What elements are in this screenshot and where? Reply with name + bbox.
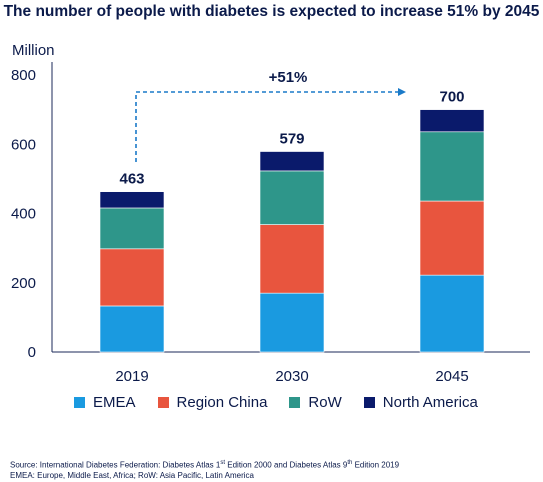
total-label: 463 xyxy=(119,171,144,188)
y-tick-label: 400 xyxy=(11,206,36,223)
growth-arrow-head xyxy=(398,88,406,96)
source-line-2: EMEA: Europe, Middle East, Africa; RoW: … xyxy=(10,471,254,481)
bar-segment-emea-2045 xyxy=(419,274,485,353)
y-tick-label: 800 xyxy=(11,67,36,84)
bar-segment-row-2030 xyxy=(259,170,325,225)
total-label: 579 xyxy=(279,131,304,148)
legend-label: EMEA xyxy=(93,394,136,411)
source-note: Source: International Diabetes Federatio… xyxy=(10,458,399,482)
source-text-c: Edition 2019 xyxy=(352,460,400,470)
source-sup-1: st xyxy=(220,460,226,466)
x-tick-label: 2030 xyxy=(275,368,308,385)
legend-swatch xyxy=(157,397,169,408)
legend-swatch xyxy=(74,397,85,408)
legend: EMEA Region China RoW North America xyxy=(74,394,478,411)
growth-annotation: +51% xyxy=(269,69,308,86)
bar-segment-north-america-2030 xyxy=(259,151,325,172)
x-tick-label: 2045 xyxy=(435,368,468,385)
x-tick-label: 2019 xyxy=(115,368,148,385)
legend-item-region-china: Region China xyxy=(157,394,268,411)
y-tick-label: 200 xyxy=(11,275,36,292)
legend-item-row: RoW xyxy=(289,394,342,411)
chart-title: The number of people with diabetes is ex… xyxy=(3,3,540,20)
legend-label: Region China xyxy=(176,394,268,411)
source-text-a: Source: International Diabetes Federatio… xyxy=(10,460,221,470)
bar-segment-emea-2019 xyxy=(99,305,165,353)
y-tick-label: 600 xyxy=(11,136,36,153)
y-tick-label: 0 xyxy=(28,344,36,361)
bar-segment-north-america-2019 xyxy=(99,191,165,209)
legend-swatch xyxy=(363,397,375,408)
growth-arrow-line xyxy=(135,91,400,162)
bar-segment-row-2045 xyxy=(419,131,485,202)
bar-segment-region-china-2030 xyxy=(259,224,325,294)
source-sup-2: th xyxy=(347,460,353,466)
bar-segment-north-america-2045 xyxy=(419,109,485,133)
bar-segment-region-china-2019 xyxy=(99,248,165,307)
legend-label: North America xyxy=(382,394,478,411)
legend-label: RoW xyxy=(308,394,342,411)
source-line-1: Source: International Diabetes Federatio… xyxy=(10,458,399,471)
y-axis-unit-label: Million xyxy=(12,42,55,59)
bar-segment-row-2019 xyxy=(99,207,165,250)
legend-swatch xyxy=(289,397,301,408)
legend-item-emea: EMEA xyxy=(74,394,136,411)
legend-item-north-america: North America xyxy=(363,394,478,411)
bar-segment-emea-2030 xyxy=(259,292,325,353)
stacked-bar-chart: 0 200 400 600 800 463 2019 579 2030 700 2045 +51% xyxy=(11,62,530,385)
source-text-b: Edition 2000 and Diabetes Atlas 9 xyxy=(225,460,348,470)
bar-segment-region-china-2045 xyxy=(419,200,485,276)
total-label: 700 xyxy=(439,89,464,106)
